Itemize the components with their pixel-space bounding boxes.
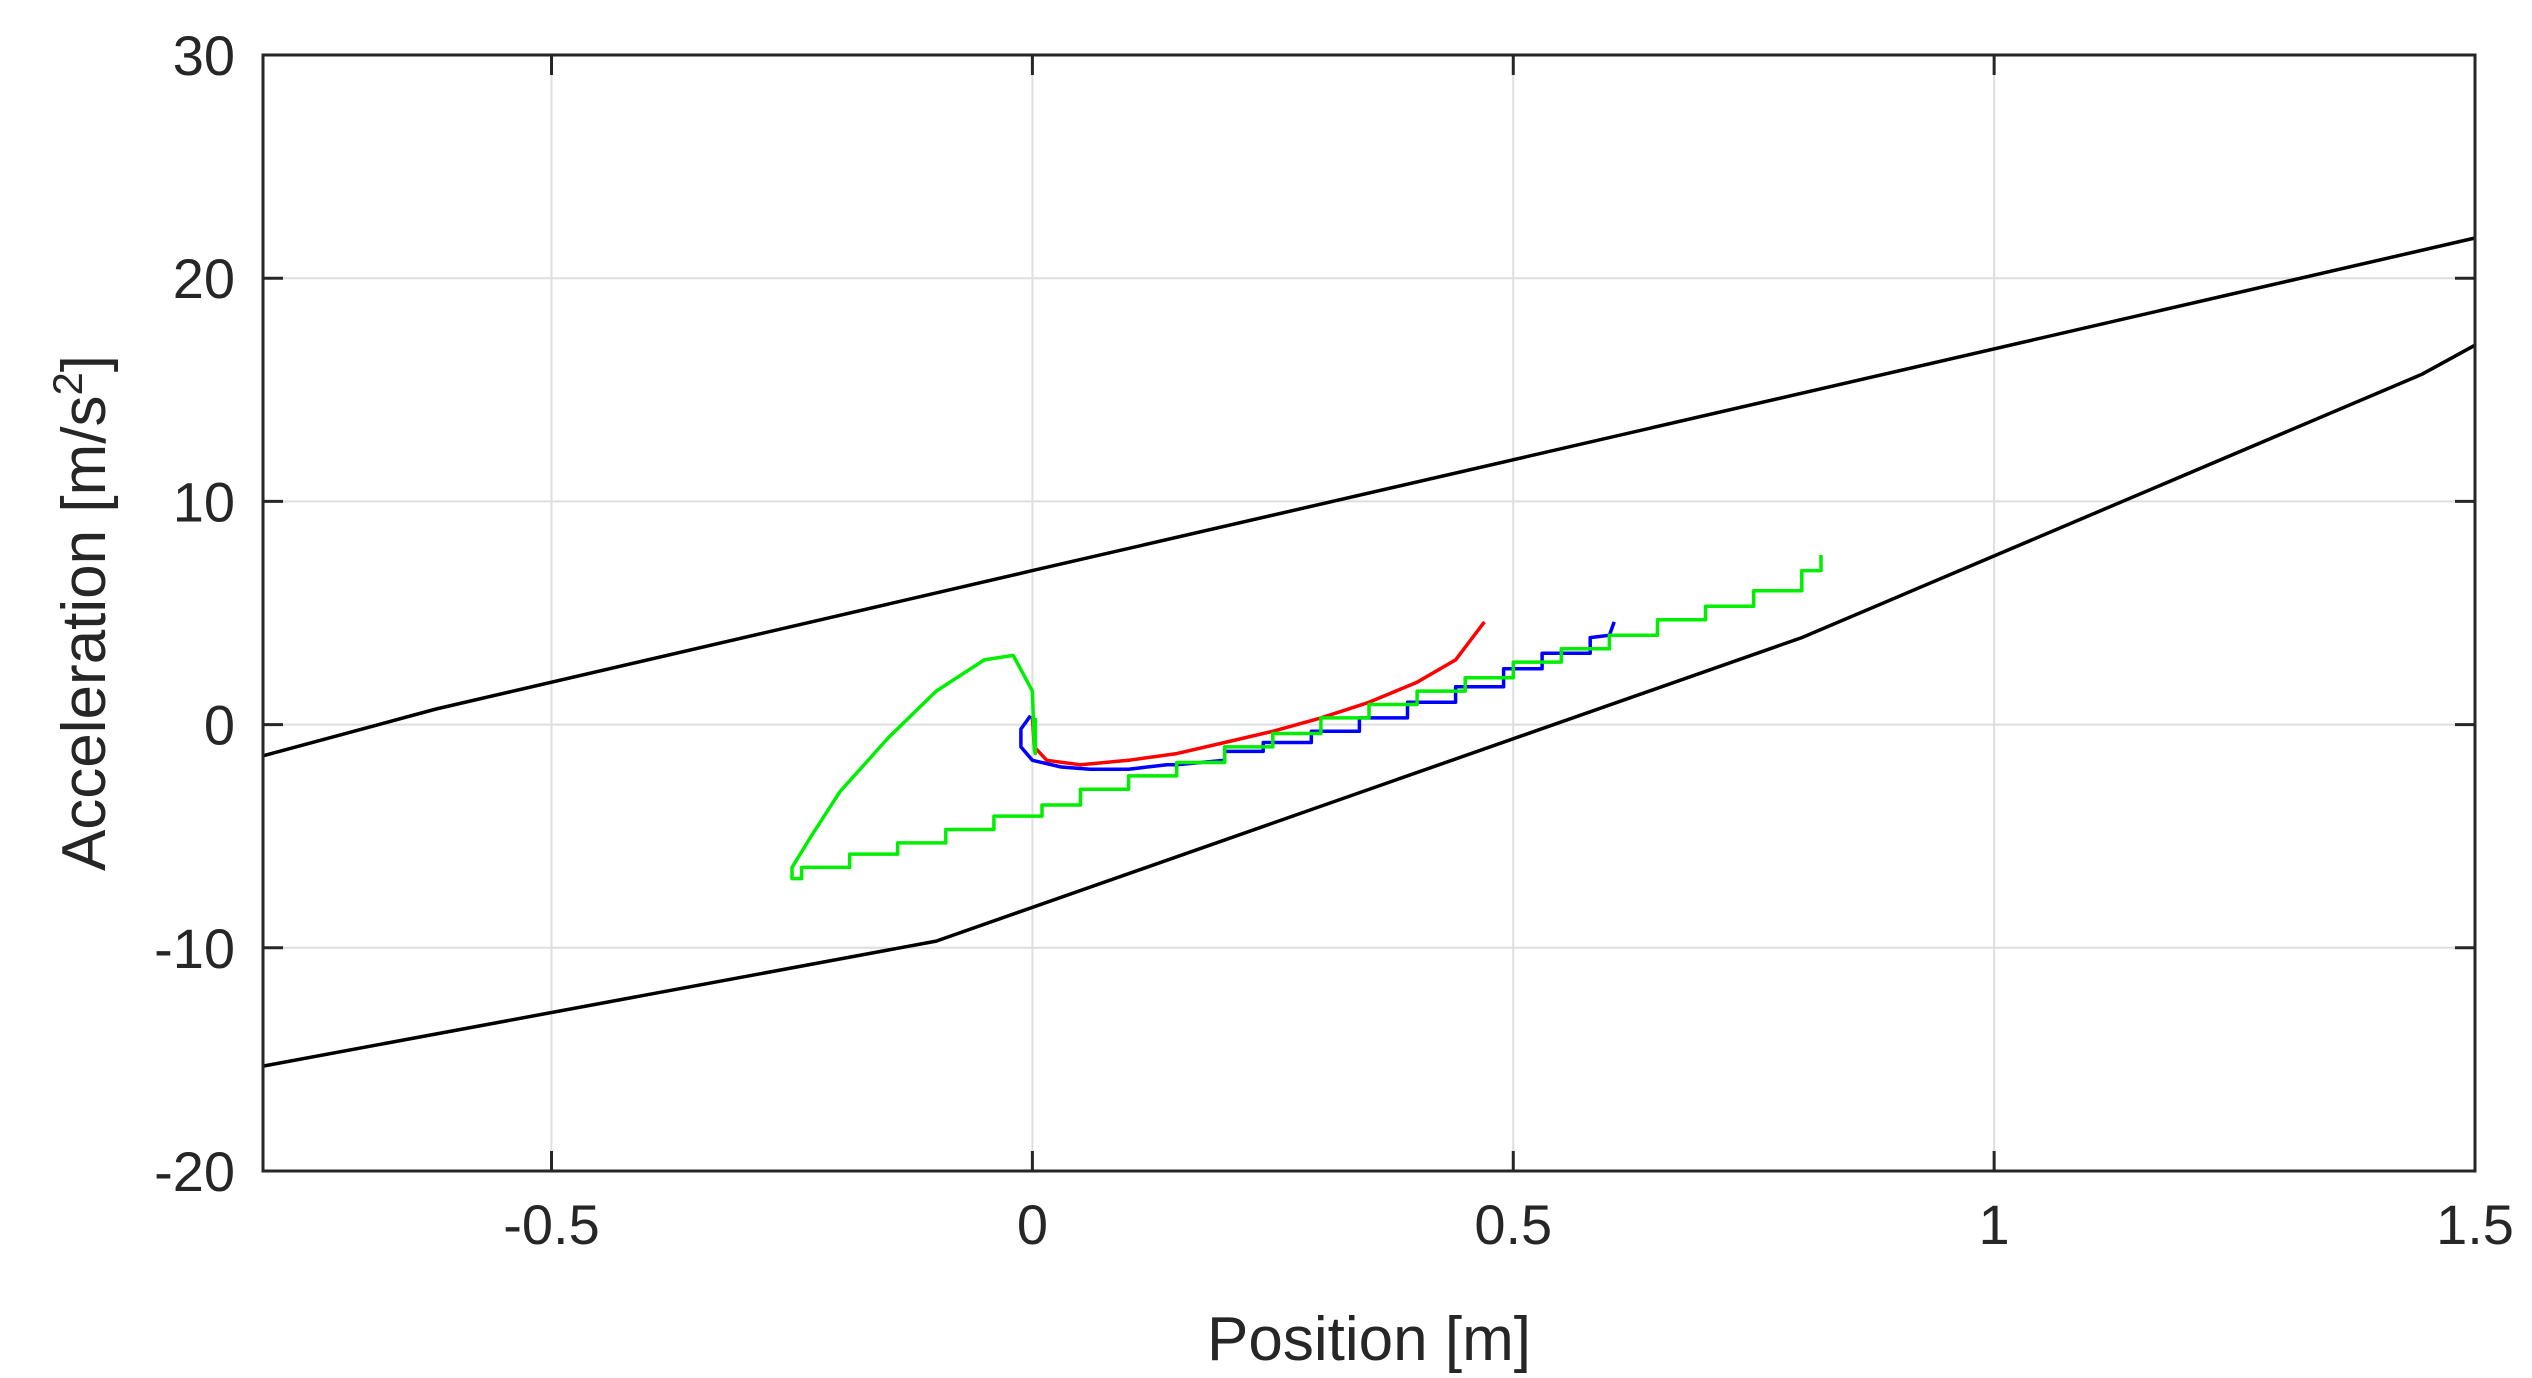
x-tick-label: 0.5 [1474,1193,1552,1256]
series-red-trajectory [1030,620,1486,767]
y-axis-title-superscript: 2 [44,372,91,395]
x-tick-label: 0 [1017,1193,1048,1256]
y-tick-label: -10 [154,917,235,980]
plot-frame [261,53,2477,1173]
y-axis-title-text: Acceleration [m/s [50,396,119,872]
y-tick-label: -20 [154,1140,235,1203]
y-axis-title-close: ] [50,355,119,372]
y-tick-label: 10 [173,470,235,533]
y-tick-label: 0 [204,694,235,757]
y-tick-label: 20 [173,247,235,310]
axis-ticks: -0.5 0 0.5 1 1.5 -20 -10 0 10 20 30 [154,24,2514,1256]
series-green-trajectory [790,555,1823,881]
y-axis-title: Acceleration [m/s2] [44,355,120,871]
data-series [262,236,2476,1068]
series-lower-bound [262,343,2476,1068]
x-tick-label: 1.5 [2436,1193,2514,1256]
series-upper-bound [262,236,2476,758]
x-tick-label: 1 [1979,1193,2010,1256]
x-axis-title: Position [m] [1207,1305,1531,1374]
x-tick-label: -0.5 [503,1193,600,1256]
y-tick-label: 30 [173,24,235,87]
